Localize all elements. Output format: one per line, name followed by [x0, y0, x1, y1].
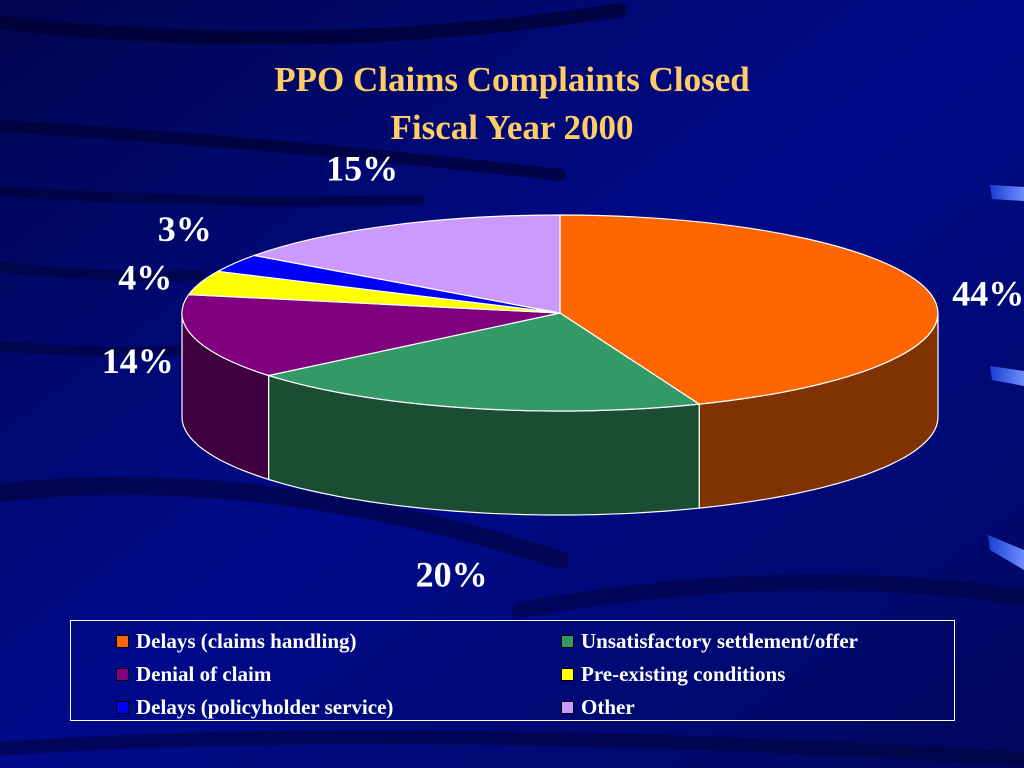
pie-slice-other [253, 214, 561, 314]
pie-labels: 44% 20% 14% 4% 3% 15% [102, 148, 1024, 594]
legend-label: Denial of claim [136, 662, 272, 686]
pie-label-other: 15% [326, 148, 398, 188]
legend-swatch [561, 668, 574, 681]
legend-item-unsatisfactory-settlement: Unsatisfactory settlement/offer [561, 629, 858, 654]
legend-item-other: Other [561, 695, 635, 720]
legend: Delays (claims handling) Unsatisfactory … [70, 620, 955, 721]
legend-swatch [561, 701, 574, 714]
pie-slices [181, 214, 939, 412]
legend-item-pre-existing-conditions: Pre-existing conditions [561, 662, 785, 687]
chart-title-line-2: Fiscal Year 2000 [390, 108, 634, 147]
legend-swatch [561, 635, 574, 648]
pie-chart: 44% 20% 14% 4% 3% 15% [102, 148, 1024, 594]
edge-accent-tabs [988, 185, 1024, 570]
pie-label-delays-policyholder-service: 3% [158, 209, 212, 249]
legend-swatch [116, 668, 129, 681]
pie-label-pre-existing-conditions: 4% [118, 258, 172, 298]
legend-item-delays-policyholder-service: Delays (policyholder service) [116, 695, 393, 720]
legend-item-delays-claims-handling: Delays (claims handling) [116, 629, 357, 654]
pie-slice-unsatisfactory-settlement-offer [268, 312, 700, 412]
pie-slice-delays-claims-handling [559, 214, 939, 405]
pie-label-unsatisfactory-settlement-offer: 20% [416, 554, 488, 594]
legend-swatch [116, 635, 129, 648]
legend-label: Unsatisfactory settlement/offer [581, 629, 858, 653]
legend-label: Other [581, 695, 635, 719]
legend-swatch [116, 701, 129, 714]
pie-slice-denial-of-claim [181, 294, 561, 377]
pie-label-denial-of-claim: 14% [102, 341, 174, 381]
background-swooshes [0, 3, 1024, 767]
chart-title-line-1: PPO Claims Complaints Closed [274, 60, 750, 99]
pie-label-delays-claims-handling: 44% [952, 273, 1024, 313]
legend-label: Delays (policyholder service) [136, 695, 394, 719]
legend-label: Pre-existing conditions [581, 662, 786, 686]
legend-item-denial-of-claim: Denial of claim [116, 662, 271, 687]
legend-label: Delays (claims handling) [136, 629, 357, 653]
